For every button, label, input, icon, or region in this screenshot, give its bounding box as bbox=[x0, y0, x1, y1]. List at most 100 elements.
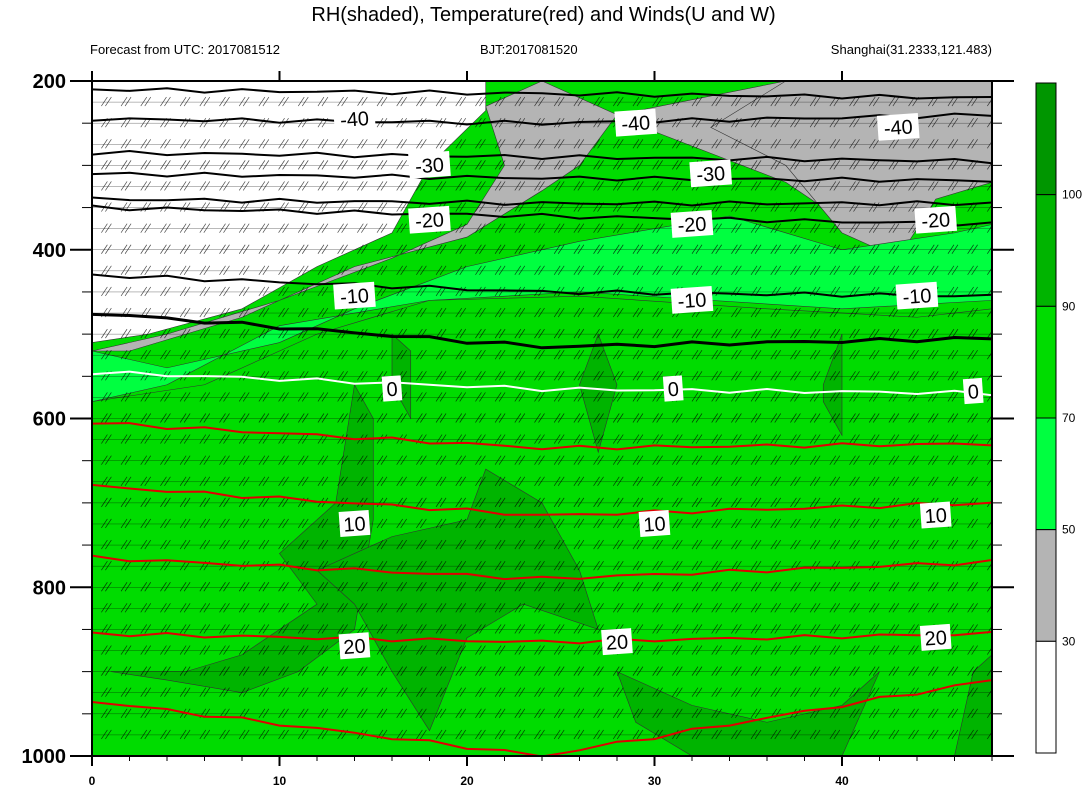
contour-label: 0 bbox=[962, 377, 984, 405]
wind-barb bbox=[164, 413, 171, 423]
wind-barb bbox=[498, 476, 506, 486]
wind-barb bbox=[908, 371, 915, 381]
wind-barb bbox=[853, 455, 860, 465]
wind-barb bbox=[557, 687, 565, 697]
wind-barb bbox=[951, 139, 959, 149]
wind-barb bbox=[416, 96, 423, 107]
wind-barb bbox=[262, 328, 270, 339]
wind-barb bbox=[357, 476, 364, 486]
wind-barb bbox=[931, 476, 939, 486]
wind-barb bbox=[160, 582, 167, 592]
wind-barb bbox=[282, 708, 289, 719]
wind-barb bbox=[849, 666, 856, 676]
wind-barb bbox=[183, 202, 191, 212]
wind-barb bbox=[262, 582, 270, 592]
wind-barb bbox=[868, 413, 876, 423]
wind-barb bbox=[203, 350, 211, 360]
wind-barb bbox=[967, 708, 974, 719]
wind-barb bbox=[853, 371, 860, 381]
wind-barb bbox=[297, 413, 305, 423]
wind-barb bbox=[927, 181, 935, 191]
wind-barb bbox=[553, 350, 561, 360]
wind-barb bbox=[829, 223, 837, 233]
wind-barb bbox=[278, 286, 285, 297]
wind-barb bbox=[652, 223, 659, 233]
wind-barb bbox=[262, 181, 270, 191]
wind-barb bbox=[203, 518, 211, 529]
wind-barb bbox=[597, 476, 604, 486]
wind-barb bbox=[282, 645, 289, 655]
wind-barb bbox=[439, 265, 447, 276]
wind-barb bbox=[813, 666, 821, 676]
wind-barb bbox=[203, 497, 211, 508]
wind-barb bbox=[337, 476, 344, 486]
wind-barb bbox=[101, 286, 108, 297]
wind-barb bbox=[341, 624, 348, 634]
wind-barb bbox=[455, 708, 463, 719]
wind-barb bbox=[774, 729, 782, 740]
wind-barb bbox=[597, 539, 604, 550]
wind-barb bbox=[912, 708, 919, 719]
wind-barb bbox=[849, 539, 856, 550]
wind-barb bbox=[238, 539, 246, 550]
wind-barb bbox=[573, 560, 581, 571]
wind-barb bbox=[672, 624, 679, 634]
wind-barb bbox=[479, 582, 486, 592]
wind-barb bbox=[813, 497, 821, 508]
wind-barb bbox=[160, 455, 167, 465]
wind-barb bbox=[400, 139, 407, 149]
wind-barb bbox=[967, 413, 974, 423]
wind-barb bbox=[790, 117, 797, 128]
wind-barb bbox=[219, 434, 226, 444]
wind-barb bbox=[770, 645, 778, 655]
wind-barb bbox=[770, 729, 778, 740]
wind-barb bbox=[317, 139, 325, 149]
wind-barb bbox=[971, 328, 978, 339]
wind-barb bbox=[420, 413, 427, 423]
wind-barb bbox=[593, 350, 600, 360]
wind-barb bbox=[951, 413, 959, 423]
wind-barb bbox=[711, 286, 718, 297]
wind-barb bbox=[494, 223, 502, 233]
wind-barb bbox=[183, 223, 191, 233]
wind-barb bbox=[203, 413, 211, 423]
contour-label-bg bbox=[333, 104, 376, 133]
wind-barb bbox=[242, 666, 250, 676]
wind-barb bbox=[892, 371, 900, 381]
wind-barb bbox=[931, 160, 939, 170]
wind-barb bbox=[416, 687, 423, 697]
wind-barb bbox=[636, 603, 644, 613]
colorbar-swatch bbox=[1035, 305, 1057, 419]
wind-barb bbox=[868, 476, 876, 486]
wind-barb bbox=[656, 560, 663, 571]
wind-barb bbox=[361, 181, 368, 191]
wind-barb bbox=[376, 265, 384, 276]
wind-barb bbox=[538, 497, 545, 508]
wind-barb bbox=[967, 687, 974, 697]
wind-barb bbox=[794, 117, 801, 128]
wind-barb bbox=[420, 687, 427, 697]
wind-barb bbox=[931, 560, 939, 571]
wind-barb bbox=[676, 434, 683, 444]
wind-barb bbox=[853, 729, 860, 740]
wind-barb bbox=[695, 392, 703, 402]
wind-barb bbox=[892, 455, 900, 465]
wind-barb bbox=[160, 350, 167, 360]
wind-barb bbox=[297, 286, 305, 297]
wind-barb bbox=[518, 560, 526, 571]
wind-barb bbox=[833, 687, 841, 697]
wind-barb bbox=[711, 476, 718, 486]
wind-barb bbox=[731, 455, 738, 465]
wind-barb bbox=[396, 582, 403, 592]
bjt-label: BJT:2017081520 bbox=[480, 42, 578, 57]
wind-barb bbox=[435, 624, 443, 634]
wind-barb bbox=[223, 497, 230, 508]
wind-barb bbox=[593, 160, 600, 170]
wind-barb bbox=[951, 645, 959, 655]
wind-barb bbox=[597, 687, 604, 697]
wind-barb bbox=[179, 455, 187, 465]
wind-barb bbox=[833, 582, 841, 592]
wind-barb bbox=[853, 181, 860, 191]
wind-barb bbox=[829, 139, 837, 149]
wind-barb bbox=[715, 223, 722, 233]
